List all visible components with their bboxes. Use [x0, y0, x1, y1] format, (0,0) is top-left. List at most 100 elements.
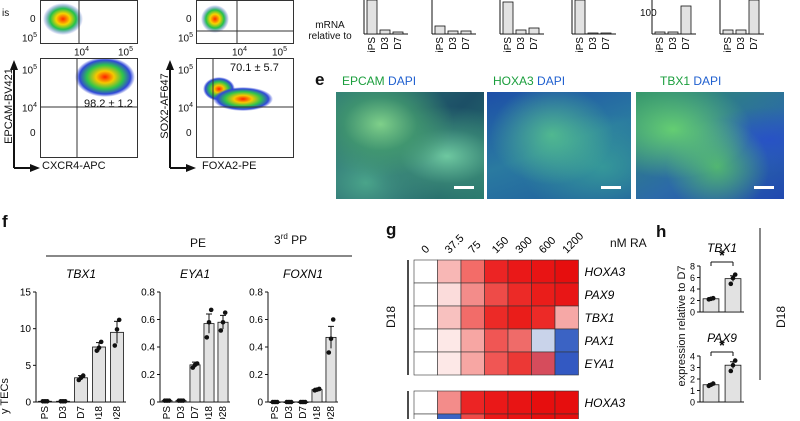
heatmap-cell — [437, 282, 462, 307]
bar — [74, 377, 88, 403]
data-point — [204, 335, 210, 340]
y-tick-label: 3 — [690, 363, 695, 373]
panel-label-h: h — [656, 222, 667, 241]
y-tick-label: 2 — [690, 375, 695, 385]
heatmap-row-label: HOXA3 — [585, 396, 626, 410]
stain-label-dapi: DAPI — [693, 74, 722, 88]
tick-label: 0 — [186, 128, 192, 139]
data-point — [730, 275, 736, 281]
tick-label: 0 — [186, 14, 192, 25]
heatmap-cell — [554, 351, 579, 376]
data-point — [330, 317, 336, 322]
heatmap-cell — [484, 259, 509, 284]
bars-ylabel: mRNA relative to — [308, 20, 352, 42]
tick-label: 10 — [74, 47, 86, 59]
data-point — [302, 399, 308, 405]
y-tick-label: 6 — [690, 273, 695, 283]
heatmap-cell — [460, 413, 485, 419]
y-tick-label: 10 — [20, 324, 32, 335]
x-tick-label: D7 — [681, 37, 692, 50]
stain-label-dapi: DAPI — [388, 74, 417, 88]
heatmap-col-label: 300 — [513, 235, 534, 256]
flow-plot-foxa2-sox2 — [196, 58, 294, 158]
y-tick-label: 0.8 — [141, 288, 155, 299]
y-tick-label: 0 — [25, 398, 31, 409]
bar — [515, 29, 527, 35]
heatmap-col-label: 37.5 — [443, 232, 467, 256]
data-point — [166, 398, 172, 403]
scale-bar — [454, 186, 474, 189]
bar — [587, 32, 599, 35]
heatmap-cell — [437, 259, 462, 284]
heatmap-cell — [437, 413, 462, 419]
data-point — [288, 399, 294, 405]
panel-d-flow: is 0 105 105 104 0 104 105 0 105 105 104… — [0, 0, 300, 190]
x-tick-label: D7 — [190, 406, 201, 419]
heatmap-cell — [507, 282, 532, 307]
heatmap-cell — [554, 328, 579, 353]
heatmap-cell — [531, 282, 556, 307]
y-tick-label: 0.6 — [141, 315, 155, 326]
bar — [92, 346, 106, 403]
data-point — [116, 317, 122, 323]
x-tick-label: D3 — [284, 406, 295, 419]
y-tick-label: 0 — [690, 308, 695, 318]
stain-label-tbx1: TBX1 — [660, 74, 691, 88]
bar — [460, 30, 472, 35]
fragment-text: is — [2, 8, 10, 19]
heatmap-cell — [531, 390, 556, 415]
x-tick-label: D3 — [516, 37, 527, 50]
tick-exp: 5 — [33, 64, 38, 71]
tick-label: 10 — [22, 103, 34, 115]
bar — [654, 31, 666, 35]
data-point — [220, 319, 226, 325]
heatmap-cell — [413, 328, 438, 353]
significance-star: * — [719, 247, 725, 263]
heatmap-col-label: 1200 — [560, 230, 586, 256]
heatmap-cell — [531, 259, 556, 284]
heatmap-cell — [460, 328, 485, 353]
data-point — [62, 398, 68, 404]
x-tick-label: D18 — [94, 406, 105, 419]
axis-arrows-right — [166, 60, 196, 172]
y-tick-label: 0 — [690, 398, 695, 408]
heatmap-cell — [507, 328, 532, 353]
tick-label: 10 — [178, 33, 190, 45]
x-tick-label: iPS — [575, 37, 586, 53]
bar — [392, 31, 404, 35]
x-tick-label: D28 — [112, 406, 123, 419]
heatmap-col-label: 150 — [490, 235, 511, 256]
y-tick-label: 0.6 — [249, 315, 263, 326]
bar — [574, 0, 586, 35]
data-point — [98, 339, 104, 345]
tick-exp: 4 — [85, 46, 90, 53]
data-point — [208, 307, 214, 313]
x-tick-label: D7 — [529, 37, 540, 50]
flow-plot-top-left — [40, 0, 138, 44]
data-point — [710, 295, 716, 301]
y-tick-label: 0.4 — [141, 343, 155, 354]
y-tick-label: 15 — [20, 288, 32, 299]
bar — [680, 5, 692, 35]
data-point — [730, 362, 736, 368]
axis-label-foxa2: FOXA2-PE — [202, 160, 257, 172]
bar — [217, 321, 229, 403]
x-tick-label: iPS — [367, 37, 378, 53]
heatmap-cell — [460, 390, 485, 415]
bar — [722, 29, 734, 35]
tick-label: 10 — [118, 47, 130, 59]
x-tick-label: D3 — [736, 37, 747, 50]
chart-title: EYA1 — [180, 267, 210, 281]
tick-label: 10 — [22, 33, 34, 45]
chart-title: TBX1 — [707, 241, 737, 255]
image-epcam — [336, 92, 484, 199]
heatmap-cell — [413, 259, 438, 284]
heatmap-cell — [507, 390, 532, 415]
data-point — [180, 398, 186, 403]
x-tick-label: iPS — [655, 37, 666, 53]
y-tick-label: 8 — [690, 262, 695, 272]
panel-d-bars-top: mRNA relative to iPS D3 D7 iPS D3 D7 iPS D3 D7 iP… — [300, 0, 800, 62]
bar — [502, 1, 514, 35]
heatmap-cell — [554, 305, 579, 330]
